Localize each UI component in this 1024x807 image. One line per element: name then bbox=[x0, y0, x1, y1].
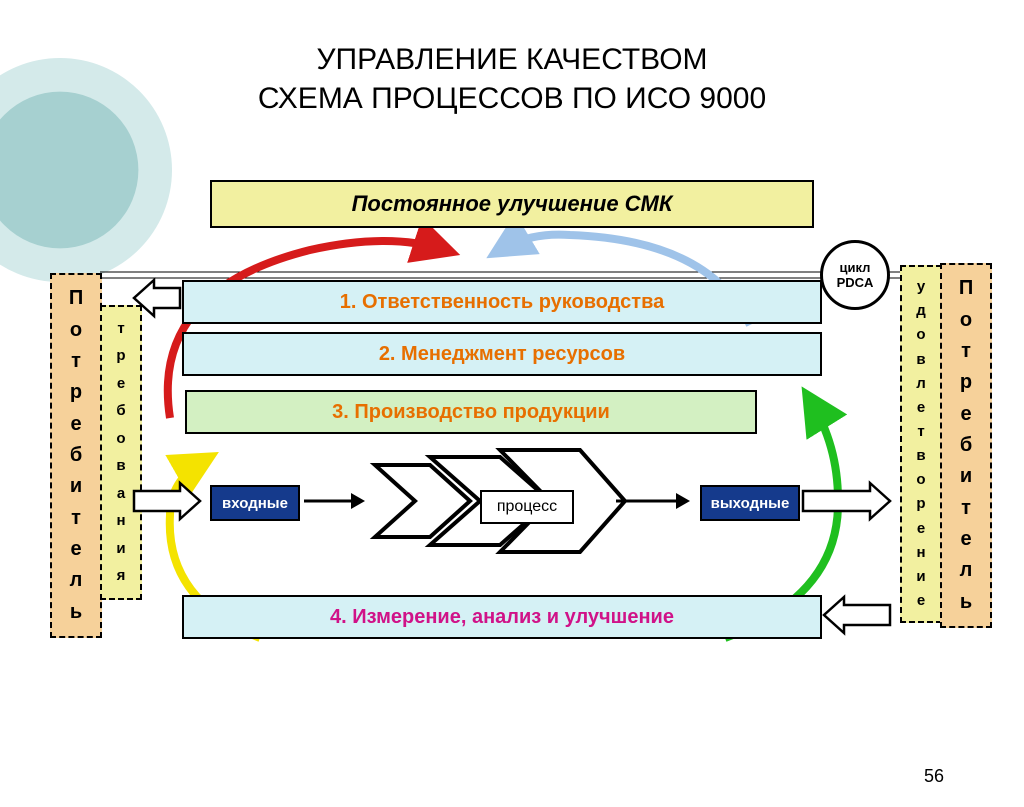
input-box: входные bbox=[210, 485, 300, 521]
pdca-line1: цикл bbox=[840, 260, 871, 275]
connector-arrows bbox=[0, 40, 1024, 807]
process-label: процесс bbox=[480, 490, 574, 524]
pdca-circle: цикл PDCA bbox=[820, 240, 890, 310]
pdca-line2: PDCA bbox=[837, 275, 874, 290]
process-label-text: процесс bbox=[497, 498, 557, 516]
output-box: выходные bbox=[700, 485, 800, 521]
